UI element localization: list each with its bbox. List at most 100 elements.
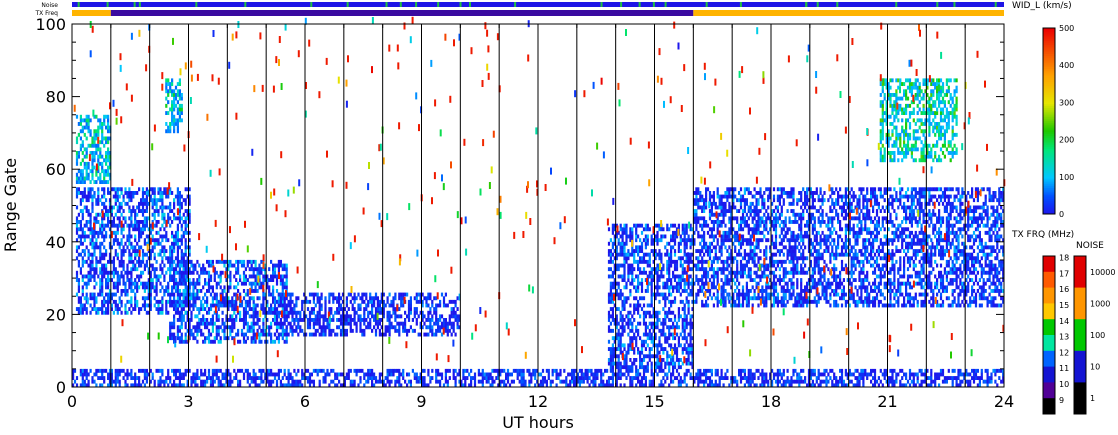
data-cell — [149, 187, 152, 192]
data-cell — [615, 234, 618, 239]
data-cell — [446, 379, 449, 384]
data-cell — [668, 383, 671, 388]
data-cell — [361, 292, 364, 297]
data-cell — [167, 111, 170, 115]
data-cell — [666, 296, 669, 301]
data-cell — [215, 368, 218, 373]
data-cell — [250, 325, 253, 330]
data-cell — [165, 299, 168, 304]
data-cell — [656, 238, 659, 243]
data-cell — [891, 379, 894, 384]
data-cell — [99, 281, 102, 286]
data-cell — [184, 198, 187, 203]
data-cell — [444, 303, 447, 308]
data-cell — [617, 307, 620, 311]
data-cell — [503, 368, 506, 373]
data-cell — [969, 379, 972, 384]
data-cell — [452, 310, 455, 315]
data-cell — [806, 383, 809, 388]
data-cell — [650, 292, 653, 297]
data-cell — [167, 220, 170, 224]
data-cell — [621, 227, 624, 232]
data-cell — [225, 303, 228, 308]
data-cell — [173, 379, 176, 384]
data-cell — [343, 321, 346, 326]
data-cell — [178, 259, 181, 264]
data-cell — [639, 379, 642, 384]
data-cell — [772, 372, 776, 377]
data-cell — [607, 259, 611, 264]
data-cell — [262, 328, 265, 333]
data-cell — [120, 289, 123, 293]
data-cell — [613, 347, 616, 351]
data-cell — [273, 332, 277, 337]
data-cell — [635, 249, 638, 253]
data-cell — [675, 289, 679, 293]
data-cell — [635, 328, 638, 333]
data-cell — [194, 296, 197, 301]
data-cell — [171, 321, 174, 326]
data-cell — [404, 325, 407, 330]
data-cell — [394, 383, 397, 388]
data-cell — [431, 318, 434, 322]
data-cell — [165, 194, 168, 199]
data-cell — [85, 234, 88, 239]
region-high-patch-a — [75, 114, 112, 184]
data-cell — [371, 307, 374, 311]
data-cell — [209, 278, 213, 282]
data-cell — [969, 383, 972, 388]
data-cell — [662, 350, 665, 355]
data-cell — [242, 263, 246, 268]
data-cell — [254, 303, 257, 308]
data-cell — [258, 336, 261, 341]
data-cell — [650, 234, 653, 239]
data-cell — [196, 307, 199, 311]
data-cell — [283, 372, 286, 377]
data-cell — [155, 238, 158, 243]
data-cell — [180, 93, 183, 97]
data-cell — [242, 259, 246, 264]
data-cell — [374, 307, 378, 311]
data-cell — [716, 383, 719, 388]
data-cell — [270, 321, 273, 326]
data-cell — [105, 270, 108, 275]
data-cell — [654, 361, 657, 366]
data-cell — [862, 383, 865, 388]
data-cell — [611, 310, 614, 315]
data-cell — [285, 310, 288, 315]
data-cell — [720, 376, 723, 380]
data-cell — [252, 318, 255, 322]
data-cell — [856, 368, 859, 373]
data-cell — [178, 292, 181, 297]
data-cell — [668, 318, 671, 322]
data-cell — [534, 383, 537, 388]
data-cell — [639, 383, 642, 388]
data-cell — [398, 379, 401, 384]
data-cell — [417, 376, 420, 380]
data-cell — [635, 372, 638, 377]
data-cell — [221, 270, 224, 275]
data-cell — [353, 383, 356, 388]
data-cell — [141, 256, 145, 261]
data-cell — [87, 383, 90, 388]
data-cell — [240, 332, 244, 337]
data-cell — [235, 318, 238, 322]
data-cell — [171, 78, 174, 83]
data-cell — [578, 376, 581, 380]
data-cell — [176, 129, 179, 134]
data-cell — [613, 321, 616, 326]
data-cell — [161, 201, 164, 206]
data-cell — [112, 220, 115, 224]
data-cell — [765, 376, 768, 380]
data-cell — [155, 230, 158, 235]
data-cell — [223, 303, 226, 308]
data-cell — [852, 372, 855, 377]
data-cell — [240, 259, 244, 264]
data-cell — [613, 241, 616, 246]
data-cell — [339, 383, 343, 388]
data-cell — [141, 205, 145, 210]
data-cell — [582, 372, 585, 377]
data-cell — [314, 314, 317, 319]
data-cell — [89, 169, 92, 174]
data-cell — [159, 383, 162, 388]
